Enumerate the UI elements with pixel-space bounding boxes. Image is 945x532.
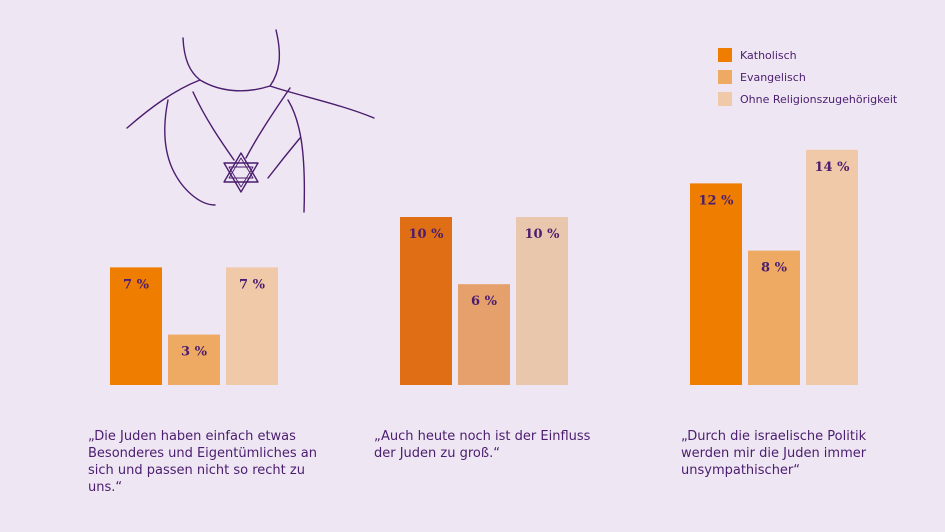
bar-value-label: 8 % [761, 261, 788, 276]
bar-value-label: 10 % [409, 227, 445, 242]
bar-value-label: 14 % [815, 160, 851, 175]
bar-2-1 [400, 217, 452, 385]
bar-chart-2: 10 % 6 % 10 % [400, 217, 568, 385]
bar-3-2 [748, 250, 800, 385]
bar-value-label: 7 % [123, 277, 150, 292]
legend-label: Katholisch [740, 48, 797, 62]
bar-1-3 [226, 267, 278, 385]
caption-chart-3: „Durch die israelische Politik werden mi… [681, 429, 867, 478]
caption-chart-2: „Auch heute noch ist der Einfluss der Ju… [374, 429, 591, 461]
legend-swatch [718, 70, 732, 84]
bar-1-1 [110, 267, 162, 385]
legend-item-ohne-religion: Ohne Religionszugehörigkeit [718, 91, 897, 107]
legend-swatch [718, 48, 732, 62]
bar-2-3 [516, 217, 568, 385]
legend-item-katholisch: Katholisch [718, 47, 897, 63]
bar-value-label: 3 % [181, 345, 208, 360]
bar-chart-1: 7 % 3 % 7 % [110, 267, 278, 385]
bar-2-2 [458, 284, 510, 385]
legend-label: Evangelisch [740, 70, 806, 84]
legend: Katholisch Evangelisch Ohne Religionszug… [718, 47, 897, 113]
bar-value-label: 10 % [525, 227, 561, 242]
bar-value-label: 12 % [699, 193, 735, 208]
bar-1-2 [168, 334, 220, 385]
star-of-david-necklace-icon [126, 29, 375, 213]
bar-value-label: 6 % [471, 294, 498, 309]
legend-label: Ohne Religionszugehörigkeit [740, 92, 898, 106]
caption-chart-1: „Die Juden haben einfach etwas Besondere… [88, 429, 317, 495]
legend-item-evangelisch: Evangelisch [718, 69, 897, 85]
bar-value-label: 7 % [239, 277, 266, 292]
bar-3-3 [806, 149, 858, 385]
bar-3-1 [690, 183, 742, 385]
legend-swatch [718, 92, 732, 106]
bar-chart-3: 12 % 8 % 14 % [690, 149, 858, 385]
